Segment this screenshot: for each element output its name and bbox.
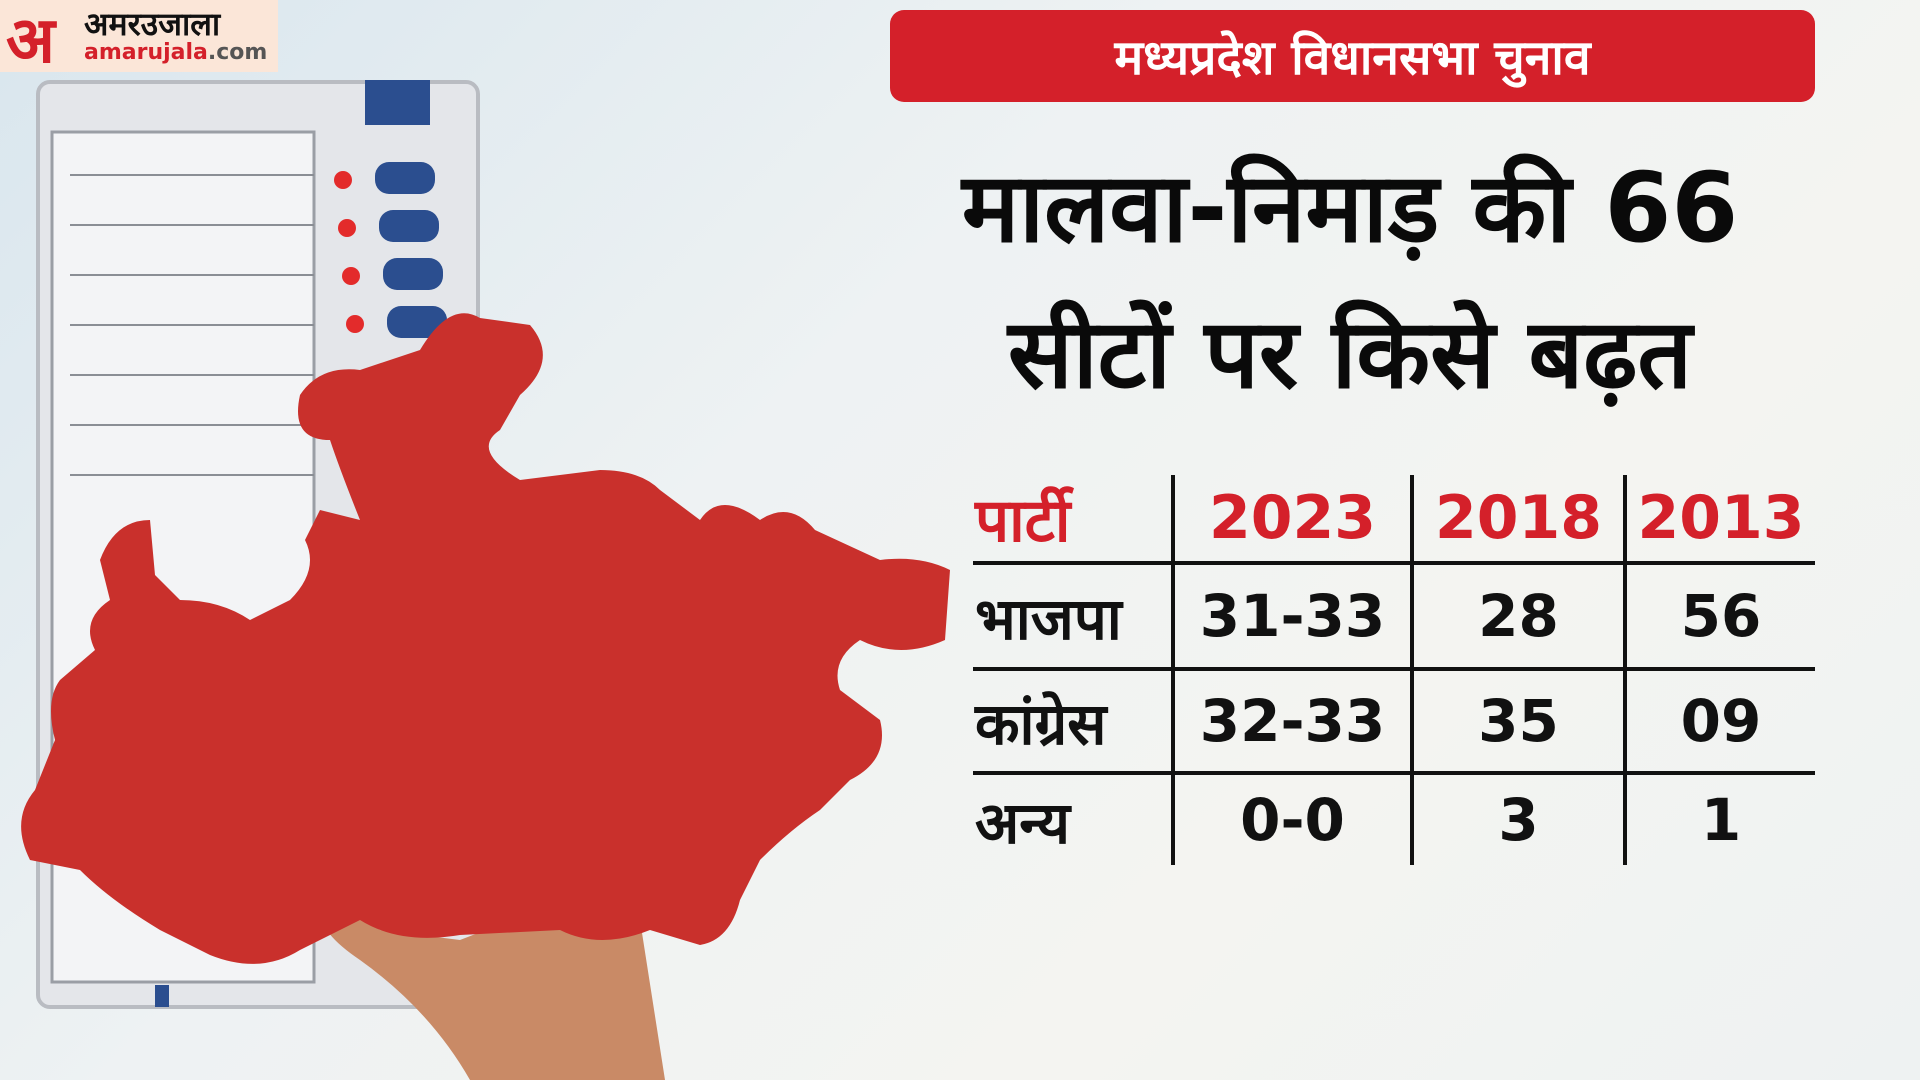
illustration [21,80,951,1080]
headline-line-1: मालवा-निमाड़ की 66 [961,152,1739,264]
row-divider [973,771,1815,775]
amar-ujala-logo: अ अमरउजाला amarujala.com [0,0,278,78]
header-2018: 2018 [1435,483,1602,553]
header-2023: 2023 [1209,483,1376,553]
table-cell: 28 [1478,582,1559,650]
header-2013: 2013 [1637,483,1805,553]
header-party: पार्टी [975,486,1071,556]
row-divider [973,561,1815,565]
table-cell: 32-33 [1199,687,1386,755]
table-cell: 31-33 [1199,582,1386,650]
table-cell: 1 [1700,786,1742,854]
logo-hindi: अमरउजाला [84,5,221,43]
row-divider [973,667,1815,671]
party-others: अन्य [975,788,1071,857]
hand-icon [319,900,665,1080]
table-cell: 56 [1680,582,1762,650]
table-cell: 3 [1498,786,1539,854]
headline-line-2: सीटों पर किसे बढ़त [1007,298,1693,410]
table-cell: 35 [1478,687,1559,755]
table-cell: 0-0 [1240,786,1345,854]
party-congress: कांग्रेस [975,689,1107,758]
logo-site-tld: .com [207,40,268,65]
results-table: पार्टी 2023 2018 2013 भाजपा 31-33 28 56 … [973,475,1815,865]
madhya-pradesh-map [21,313,951,964]
logo-mark: अ [6,4,55,78]
logo-site-main: amarujala [84,40,208,65]
table-cell: 09 [1680,687,1762,755]
logo-site: amarujala.com [84,40,267,65]
party-bjp: भाजपा [975,584,1122,653]
section-banner: मध्यप्रदेश विधानसभा चुनाव [890,10,1815,102]
